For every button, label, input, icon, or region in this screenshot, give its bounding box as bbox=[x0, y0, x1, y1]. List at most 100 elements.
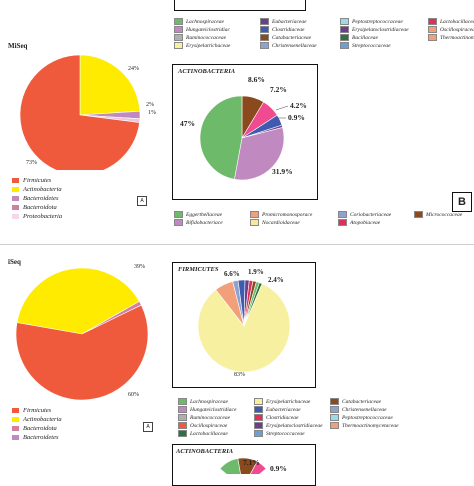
top-legend-item-8: Ruminococcaceae bbox=[174, 34, 256, 41]
actino-slice-1 bbox=[234, 127, 285, 181]
iseq-slice-1 bbox=[16, 267, 140, 335]
firm-legend-label-5: Christensenellaceae bbox=[342, 406, 387, 413]
actino-title-bottom: ACTINOBACTERIA bbox=[176, 448, 234, 455]
iseq-label-1: 39% bbox=[134, 264, 145, 270]
iseq-legend-swatch-0 bbox=[12, 408, 19, 413]
actino-legend-top: Eggerthellaceae Promicromonosporace Coriob… bbox=[174, 211, 474, 226]
top-legend-item-6: Erysipelatoclostridiaceae bbox=[340, 26, 424, 33]
firm-legend-label-9: Oscillospiraceae bbox=[190, 422, 228, 429]
actino-label-5: 0.9% bbox=[288, 113, 305, 122]
firm-legend-item-3: Hungateiclostridiace bbox=[178, 406, 250, 413]
actino-legend-label-3: Micrococcaceae bbox=[426, 211, 463, 218]
top-legend-label-0: Lachnospiraceae bbox=[186, 18, 224, 25]
iseq-legend-label-2: Bacteroidota bbox=[23, 425, 57, 432]
iseq-legend-label-0: Firmicutes bbox=[23, 407, 52, 414]
iseq-tag: A bbox=[143, 422, 153, 432]
firm-legend-swatch-9 bbox=[178, 422, 187, 429]
top-legend-swatch-1 bbox=[260, 18, 269, 25]
firm-legend-label-7: Clostridiaceae bbox=[266, 414, 299, 421]
actino-slice-0 bbox=[199, 95, 243, 180]
miseq-legend-item-1: Actinobacteria bbox=[12, 185, 62, 194]
top-legend-label-10: Bacillaceae bbox=[352, 34, 378, 41]
top-legend-swatch-14 bbox=[340, 42, 349, 49]
top-legend-swatch-12 bbox=[174, 42, 183, 49]
iseq-legend-label-3: Bacteroidetes bbox=[23, 434, 59, 441]
miseq-legend-swatch-0 bbox=[12, 178, 19, 183]
firm-legend-swatch-1 bbox=[254, 398, 263, 405]
firm-legend-label-10: Erysipelatoclostridiaceae bbox=[266, 422, 323, 429]
actino-leader-1 bbox=[275, 105, 289, 111]
top-legend-item-14: Streptococcaceae bbox=[340, 42, 424, 49]
actino-label-1: 31.9% bbox=[272, 167, 293, 176]
miseq-legend-swatch-4 bbox=[12, 214, 19, 219]
iseq-legend-item-0: Firmicutes bbox=[12, 406, 62, 415]
actino-legend-swatch-3 bbox=[414, 211, 423, 218]
actino-label-2: 8.6% bbox=[248, 75, 265, 84]
top-legend-item-11: Thermoactinomycetace bbox=[428, 34, 474, 41]
iseq-label-0: 60% bbox=[128, 392, 139, 398]
panel-b-label: B bbox=[452, 192, 472, 212]
actino-legend-swatch-4 bbox=[174, 219, 183, 226]
firm-label-2: 1.9% bbox=[248, 268, 264, 276]
top-legend-label-9: Catabacteriaceae bbox=[272, 34, 312, 41]
firm-legend-swatch-0 bbox=[178, 398, 187, 405]
miseq-label-3: 1% bbox=[148, 110, 156, 116]
firm-legend-label-4: Eubacteriaceae bbox=[266, 406, 301, 413]
miseq-legend-item-2: Bacteroidetes bbox=[12, 194, 62, 203]
top-legend-label-13: Christensenellaceae bbox=[272, 42, 317, 49]
top-legend-item-4: Hungateiclostridiac bbox=[174, 26, 256, 33]
miseq-slice-1 bbox=[79, 54, 141, 116]
miseq-legend-swatch-3 bbox=[12, 205, 19, 210]
iseq-legend-swatch-3 bbox=[12, 435, 19, 440]
firm-legend-swatch-10 bbox=[254, 422, 263, 429]
actino-bottom-slice-2 bbox=[219, 458, 241, 474]
firmicutes-pie: 83% 6.6% 1.9% 2.4% bbox=[197, 268, 291, 378]
firm-label-1: 6.6% bbox=[224, 270, 240, 278]
iseq-legend-item-3: Bacteroidetes bbox=[12, 433, 62, 442]
firm-legend-item-7: Clostridiaceae bbox=[254, 414, 326, 421]
actino-bottom-label-2: 0.9% bbox=[270, 464, 287, 473]
miseq-legend-swatch-1 bbox=[12, 187, 19, 192]
firm-legend-swatch-5 bbox=[330, 406, 339, 413]
top-legend-swatch-9 bbox=[260, 34, 269, 41]
top-legend-item-2: Peptostreptococcaceae bbox=[340, 18, 424, 25]
top-legend-swatch-4 bbox=[174, 26, 183, 33]
firm-label-3: 2.4% bbox=[268, 276, 284, 284]
iseq-legend-swatch-1 bbox=[12, 417, 19, 422]
iseq-legend-swatch-2 bbox=[12, 426, 19, 431]
top-legend-item-13: Christensenellaceae bbox=[260, 42, 336, 49]
miseq-legend-label-2: Bacteroidetes bbox=[23, 195, 59, 202]
top-family-legend: Lachnospiraceae Eubacteriaceae Peptostrept… bbox=[174, 18, 474, 49]
firm-legend-item-10: Erysipelatoclostridiaceae bbox=[254, 422, 326, 429]
firm-legend-swatch-2 bbox=[330, 398, 339, 405]
top-legend-swatch-3 bbox=[428, 18, 437, 25]
miseq-legend-swatch-2 bbox=[12, 196, 19, 201]
top-legend-label-2: Peptostreptococcaceae bbox=[352, 18, 403, 25]
actino-legend-swatch-5 bbox=[250, 219, 259, 226]
top-legend-swatch-5 bbox=[260, 26, 269, 33]
iseq-legend-label-1: Actinobacteria bbox=[23, 416, 62, 423]
actino-legend-label-4: Bifidobacteriace bbox=[186, 219, 223, 226]
miseq-legend-item-3: Bacteroidota bbox=[12, 203, 62, 212]
miseq-label-1: 24% bbox=[128, 66, 139, 72]
actino-legend-item-0: Eggerthellaceae bbox=[174, 211, 246, 218]
top-legend-swatch-2 bbox=[340, 18, 349, 25]
miseq-title: MiSeq bbox=[8, 42, 28, 50]
actino-legend-swatch-1 bbox=[250, 211, 259, 218]
firmicutes-box bbox=[172, 262, 316, 388]
actino-legend-item-6: Atopobiaceae bbox=[338, 219, 410, 226]
firmicutes-legend: Lachnospiraceae Erysipelatrichaceae Cataba… bbox=[178, 398, 400, 437]
miseq-legend: Firmicutes Actinobacteria Bacteroidetes Bac… bbox=[12, 176, 62, 221]
top-legend-item-3: Lactobacillaceae bbox=[428, 18, 474, 25]
top-legend-swatch-8 bbox=[174, 34, 183, 41]
firm-legend-item-6: Ruminococcaceae bbox=[178, 414, 250, 421]
actino-pie-bottom bbox=[219, 457, 267, 474]
firm-legend-label-8: Peptostreptococcaceae bbox=[342, 414, 393, 421]
firm-legend-item-11: Thermoactinomycetaceae bbox=[330, 422, 400, 429]
top-legend-label-8: Ruminococcaceae bbox=[186, 34, 227, 41]
firm-label-0: 83% bbox=[234, 372, 245, 378]
top-legend-label-5: Clostridiaceae bbox=[272, 26, 305, 33]
actino-legend-label-2: Coriobacteriaceae bbox=[350, 211, 392, 218]
actino-legend-item-1: Promicromonosporace bbox=[250, 211, 334, 218]
actino-legend-swatch-6 bbox=[338, 219, 347, 226]
